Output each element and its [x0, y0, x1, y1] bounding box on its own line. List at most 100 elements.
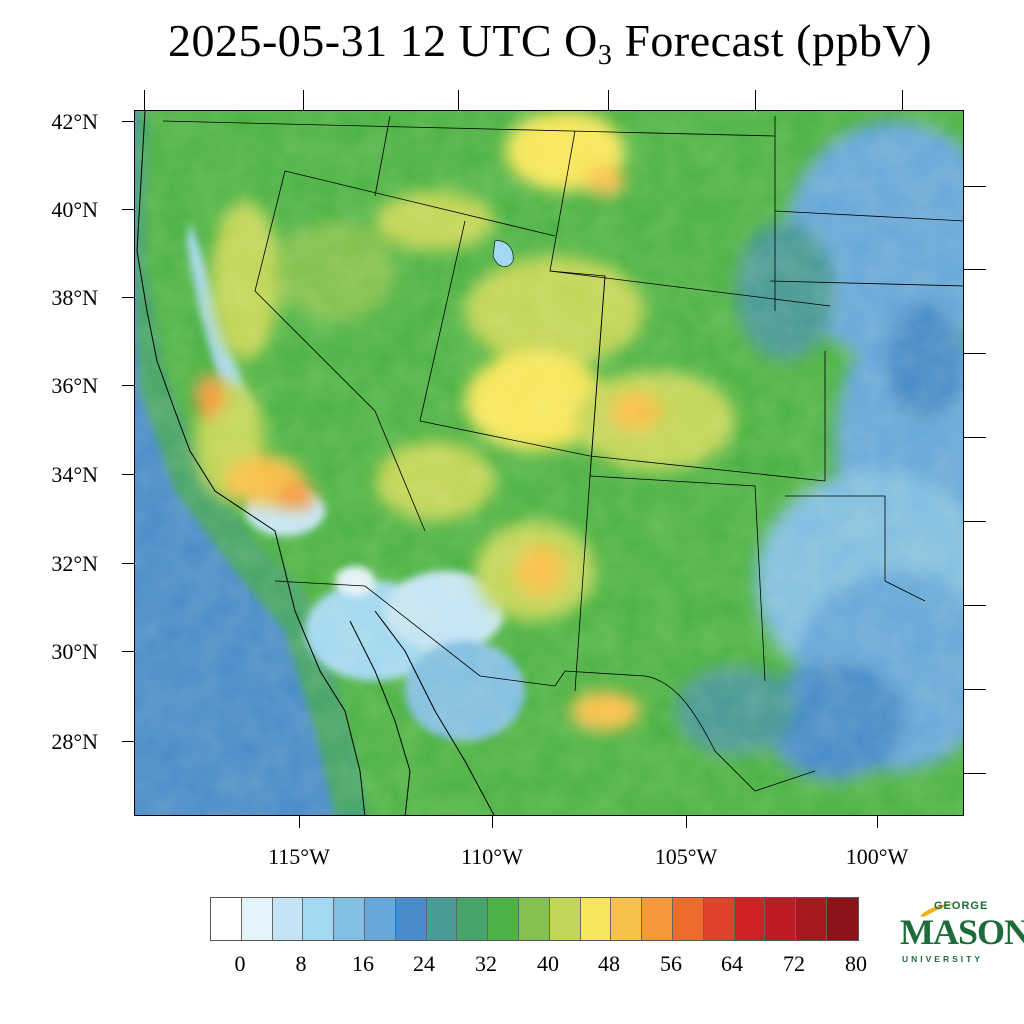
- title-species-subscript: 3: [597, 40, 613, 71]
- ut-nv-border: [419, 220, 466, 422]
- colorbar-swatch: [272, 898, 304, 940]
- colorbar-swatch: [611, 898, 643, 940]
- lon-tick: [492, 816, 493, 828]
- lon-tick: [877, 816, 878, 828]
- colorbar-swatch: [457, 898, 489, 940]
- ozone-field: [135, 111, 963, 815]
- colorbar-label-64: 64: [721, 951, 743, 976]
- lon-label-115: 115°W: [268, 844, 330, 869]
- colorbar-swatch: [334, 898, 365, 940]
- gmu-logo: GEORGE MASON UNIVERSITY: [898, 900, 1024, 970]
- colorbar-label-48: 48: [598, 951, 620, 976]
- lat-label-30: 30°N: [51, 639, 98, 664]
- right-tick: [964, 353, 986, 354]
- colorbar-swatch: [734, 898, 766, 940]
- right-tick: [964, 269, 986, 270]
- nd-sd-border: [774, 210, 963, 222]
- lat-label-34: 34°N: [51, 462, 98, 487]
- lat-label-40: 40°N: [51, 197, 98, 222]
- pacific-coastline: [136, 111, 366, 815]
- ok-tx-border: [785, 495, 926, 602]
- colorbar-label-0: 0: [234, 951, 246, 976]
- title-date: 2025-05-31: [167, 15, 388, 66]
- lat-label-36: 36°N: [51, 373, 98, 398]
- colorbar-swatch: [549, 898, 581, 940]
- map-title: 2025-05-31 12 UTC O3 Forecast (ppbV): [0, 14, 1024, 72]
- right-tick: [964, 689, 986, 690]
- rio-grande-border: [644, 675, 816, 792]
- lat-tick: [122, 651, 134, 652]
- right-tick: [964, 521, 986, 522]
- top-tick: [144, 90, 145, 110]
- logo-line-university: UNIVERSITY: [902, 954, 984, 964]
- colorbar-swatch: [395, 898, 427, 940]
- colorbar-swatch: [703, 898, 735, 940]
- co-nm-border: [589, 455, 826, 482]
- colorbar-swatch: [426, 898, 458, 940]
- colorbar-swatch: [826, 898, 858, 940]
- lat-label-32: 32°N: [51, 551, 98, 576]
- colorbar-swatch: [211, 898, 242, 940]
- title-species: O: [564, 15, 598, 66]
- colorbar-label-80: 80: [845, 951, 867, 976]
- lat-tick: [122, 385, 134, 386]
- colorbar-swatch: [580, 898, 612, 940]
- colorbar-label-56: 56: [660, 951, 682, 976]
- right-tick: [964, 605, 986, 606]
- logo-line-george: GEORGE: [934, 900, 989, 912]
- colorbar-label-72: 72: [783, 951, 805, 976]
- lat-label-42: 42°N: [51, 109, 98, 134]
- colorbar-swatch: [672, 898, 704, 940]
- colorbar-swatch: [241, 898, 273, 940]
- lat-tick: [122, 297, 134, 298]
- top-tick: [303, 90, 304, 110]
- lon-label-100: 100°W: [845, 844, 909, 869]
- top-tick: [902, 90, 903, 110]
- great-salt-lake: [492, 240, 514, 268]
- lat-label-38: 38°N: [51, 285, 98, 310]
- colorbar-label-32: 32: [475, 951, 497, 976]
- title-rest: Forecast (ppbV): [624, 15, 933, 66]
- right-tick: [964, 186, 986, 187]
- logo-swoosh-icon: [920, 903, 956, 917]
- lat-tick: [122, 209, 134, 210]
- top-tick: [458, 90, 459, 110]
- colorbar-swatch: [518, 898, 550, 940]
- co-north-border: [549, 270, 831, 307]
- ca-nv-border: [254, 170, 426, 532]
- us-mexico-border: [274, 580, 646, 687]
- lon-label-110: 110°W: [461, 844, 523, 869]
- id-border: [374, 115, 391, 197]
- colorbar-label-16: 16: [352, 951, 374, 976]
- or-wa-ca-nv-border: [162, 120, 776, 137]
- colorbar-swatch: [303, 898, 335, 940]
- colorbar: [210, 897, 859, 941]
- coastlines: [136, 111, 495, 815]
- nv-id-border: [284, 170, 556, 237]
- four-corners-line: [419, 420, 591, 457]
- right-tick: [964, 773, 986, 774]
- colorbar-label-24: 24: [413, 951, 435, 976]
- lat-tick: [122, 741, 134, 742]
- colorbar-swatch: [364, 898, 396, 940]
- lat-tick: [122, 563, 134, 564]
- top-tick: [608, 90, 609, 110]
- logo-line-mason: MASON: [900, 912, 1024, 952]
- colorbar-swatch: [488, 898, 519, 940]
- colorbar-label-40: 40: [537, 951, 559, 976]
- colorbar-swatch: [642, 898, 673, 940]
- lon-label-105: 105°W: [654, 844, 718, 869]
- colorbar-swatch: [796, 898, 827, 940]
- ozone-map: [134, 110, 964, 816]
- texture-overlay: [135, 111, 963, 815]
- lat-tick: [122, 121, 134, 122]
- lat-label-28: 28°N: [51, 729, 98, 754]
- lon-tick: [299, 816, 300, 828]
- sd-ne-border: [769, 280, 963, 287]
- political-borders: [162, 115, 963, 792]
- colorbar-swatch: [765, 898, 797, 940]
- title-hour: 12 UTC: [399, 15, 553, 66]
- gulf-of-california-west: [349, 620, 411, 815]
- colorbar-label-8: 8: [295, 951, 307, 976]
- gulf-of-california-east: [374, 610, 495, 815]
